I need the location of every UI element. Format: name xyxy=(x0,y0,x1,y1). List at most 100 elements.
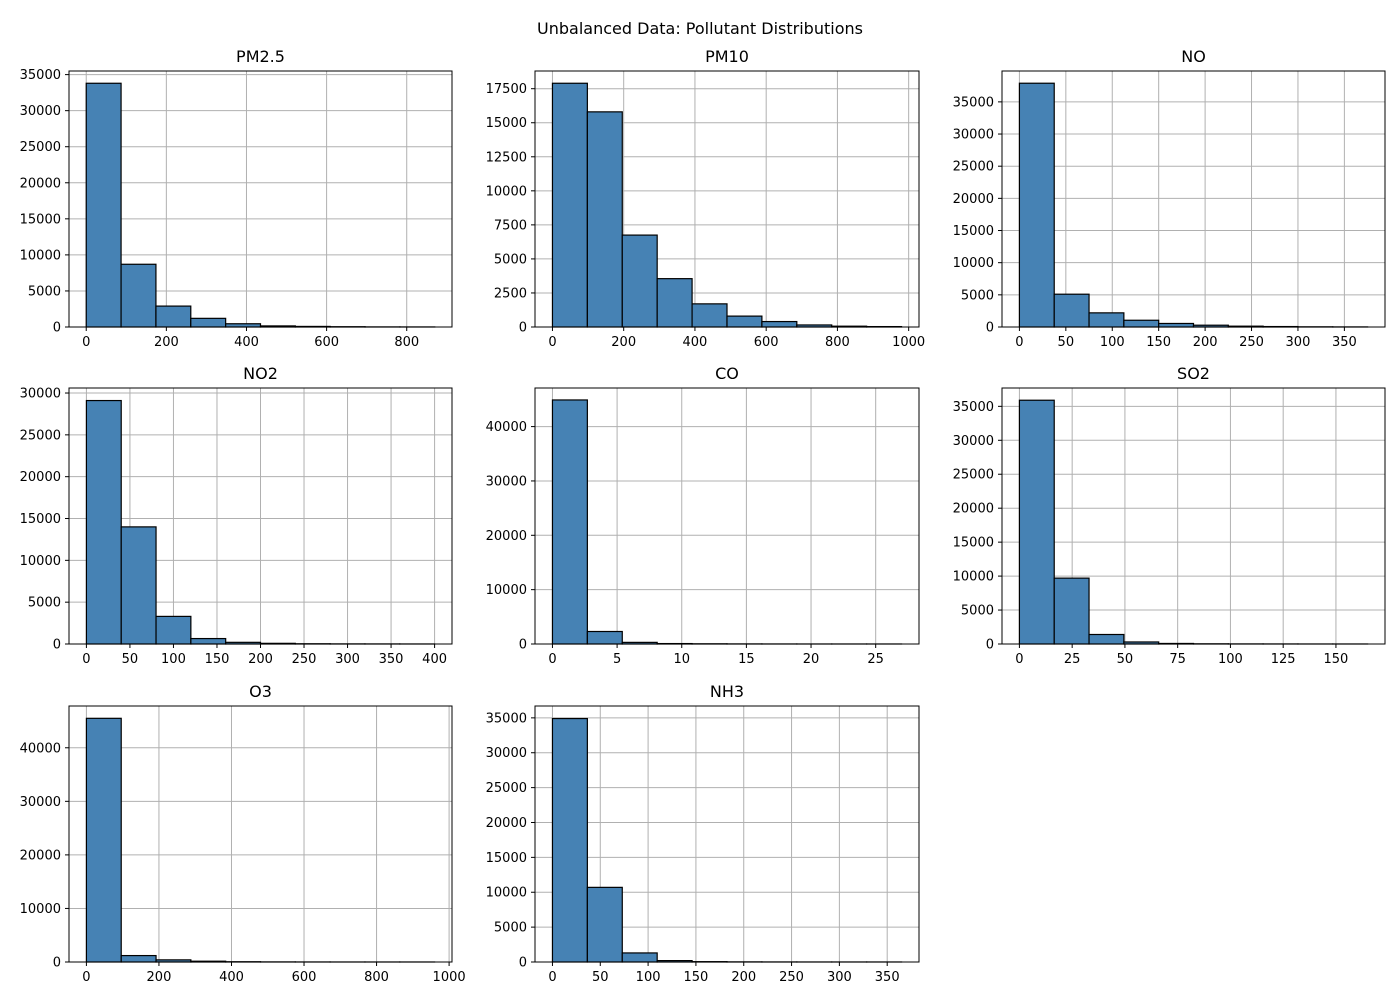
y-tick-label: 30000 xyxy=(953,434,994,449)
histogram-bar xyxy=(120,954,157,963)
x-tick-label: 400 xyxy=(219,970,244,985)
histogram-bar xyxy=(85,717,122,963)
x-tick-label: 250 xyxy=(779,970,804,985)
x-tick-label: 150 xyxy=(205,652,230,667)
x-tick-label: 100 xyxy=(1218,652,1243,667)
y-tick-label: 10000 xyxy=(20,554,61,569)
y-tick-label: 0 xyxy=(53,956,61,971)
x-tick-label: 0 xyxy=(1015,335,1023,350)
x-tick-label: 200 xyxy=(248,652,273,667)
histogram-bar xyxy=(1053,577,1090,645)
subplot-co: 0 5 10 15 20 25 0 10000 20000 30000 40000 CO xyxy=(486,364,920,667)
subplot-title: SO2 xyxy=(1177,364,1210,383)
x-tick-label: 200 xyxy=(1193,335,1218,350)
x-tick-label: 250 xyxy=(1239,335,1264,350)
y-tick-label: 30000 xyxy=(20,104,61,119)
x-tick-label: 10 xyxy=(673,652,690,667)
y-tick-label: 15000 xyxy=(953,224,994,239)
x-tick-label: 5 xyxy=(613,652,621,667)
histogram-bar xyxy=(190,637,227,645)
y-tick-label: 5000 xyxy=(494,252,527,267)
x-tick-label: 800 xyxy=(825,335,850,350)
figure-title: Unbalanced Data: Pollutant Distributions xyxy=(537,19,863,38)
y-tick-label: 20000 xyxy=(20,176,61,191)
y-tick-label: 10000 xyxy=(486,583,527,598)
y-tick-label: 35000 xyxy=(953,95,994,110)
histogram-bar xyxy=(155,305,192,328)
histogram-bar xyxy=(586,886,623,963)
histogram-bar xyxy=(551,82,588,328)
x-tick-label: 200 xyxy=(147,970,172,985)
histogram-bar xyxy=(1158,322,1195,328)
axes-frame xyxy=(534,70,920,328)
histogram-bar xyxy=(691,303,728,328)
y-tick-label: 10000 xyxy=(20,902,61,917)
x-tick-label: 200 xyxy=(154,335,179,350)
y-tick-label: 0 xyxy=(986,638,994,653)
x-tick-label: 125 xyxy=(1271,652,1296,667)
histogram-bar xyxy=(551,399,588,645)
y-tick-label: 35000 xyxy=(953,400,994,415)
histogram-bar xyxy=(85,399,122,645)
y-tick-label: 15000 xyxy=(486,116,527,131)
histogram-bar xyxy=(586,111,623,328)
subplot-so2: 0 25 50 75 100 125 150 0 5000 10000 15000 20000 2500… xyxy=(953,364,1386,667)
x-tick-label: 15 xyxy=(738,652,755,667)
subplot-title: NO2 xyxy=(243,364,278,383)
y-tick-label: 0 xyxy=(519,638,527,653)
y-tick-label: 0 xyxy=(53,321,61,336)
x-tick-label: 0 xyxy=(82,652,90,667)
x-tick-label: 800 xyxy=(364,970,389,985)
x-tick-label: 200 xyxy=(611,335,636,350)
x-tick-label: 600 xyxy=(314,335,339,350)
subplot-title: CO xyxy=(715,364,739,383)
y-tick-label: 30000 xyxy=(20,795,61,810)
histogram-bar xyxy=(656,278,693,328)
x-tick-label: 20 xyxy=(803,652,820,667)
subplot-title: NO xyxy=(1181,47,1206,66)
axes-frame xyxy=(1001,70,1386,328)
x-tick-label: 300 xyxy=(335,652,360,667)
x-tick-label: 150 xyxy=(684,970,709,985)
x-tick-label: 25 xyxy=(867,652,884,667)
y-tick-label: 10000 xyxy=(486,886,527,901)
axes-frame xyxy=(534,705,920,963)
y-tick-label: 10000 xyxy=(486,184,527,199)
x-tick-label: 100 xyxy=(1100,335,1125,350)
x-tick-label: 0 xyxy=(82,970,90,985)
x-tick-label: 0 xyxy=(1015,652,1023,667)
y-tick-label: 30000 xyxy=(486,746,527,761)
y-tick-label: 0 xyxy=(519,956,527,971)
histogram-bar xyxy=(761,320,798,328)
x-tick-label: 350 xyxy=(875,970,900,985)
histogram-bar xyxy=(551,717,588,963)
axes-frame xyxy=(1001,387,1386,645)
x-tick-label: 1000 xyxy=(433,970,466,985)
x-tick-label: 300 xyxy=(827,970,852,985)
y-tick-label: 15000 xyxy=(20,212,61,227)
y-tick-label: 35000 xyxy=(486,711,527,726)
x-tick-label: 0 xyxy=(548,970,556,985)
y-tick-label: 30000 xyxy=(953,128,994,143)
subplot-pm25: 0 200 400 600 800 0 5000 10000 15000 20000 25000 30… xyxy=(20,47,453,350)
x-tick-label: 1000 xyxy=(892,335,925,350)
y-tick-label: 2500 xyxy=(494,286,527,301)
x-tick-label: 150 xyxy=(1146,335,1171,350)
y-tick-label: 25000 xyxy=(953,468,994,483)
y-tick-label: 5000 xyxy=(28,596,61,611)
histogram-bar xyxy=(85,82,122,328)
y-tick-label: 5000 xyxy=(494,921,527,936)
x-tick-label: 50 xyxy=(592,970,609,985)
histogram-bar xyxy=(1018,399,1055,645)
axes-frame xyxy=(68,70,453,328)
x-tick-label: 600 xyxy=(292,970,317,985)
y-tick-label: 5000 xyxy=(961,604,994,619)
y-tick-label: 40000 xyxy=(20,741,61,756)
x-tick-label: 150 xyxy=(1324,652,1349,667)
histogram-bar xyxy=(120,526,157,645)
y-tick-label: 20000 xyxy=(20,848,61,863)
y-tick-label: 10000 xyxy=(953,256,994,271)
x-tick-label: 350 xyxy=(379,652,404,667)
